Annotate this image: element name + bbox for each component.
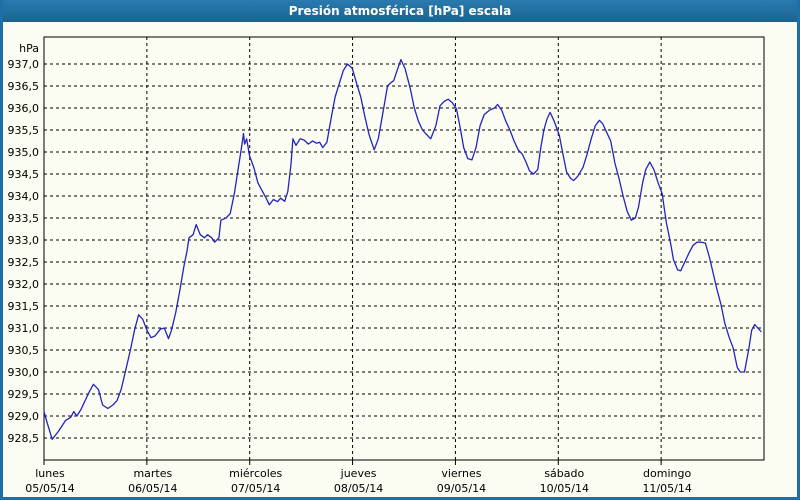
y-tick-label: 929,5 <box>8 388 40 401</box>
y-tick-label: 930,0 <box>8 366 40 379</box>
x-day-label: viernes <box>441 467 481 480</box>
pressure-series-line <box>43 58 762 440</box>
x-date-label: 05/05/14 <box>25 482 74 495</box>
x-date-label: 10/05/14 <box>540 482 589 495</box>
x-date-label: 11/05/14 <box>642 482 691 495</box>
y-tick-label: 931,0 <box>8 322 40 335</box>
y-tick-label: 934,0 <box>8 190 40 203</box>
y-axis-unit-label: hPa <box>19 42 39 55</box>
plot-border <box>43 36 765 461</box>
y-tick-label: 934,5 <box>8 168 40 181</box>
y-tick-label: 931,5 <box>8 300 40 313</box>
x-day-label: martes <box>133 467 172 480</box>
y-tick-label: 936,5 <box>8 80 40 93</box>
title-bar: Presión atmosférica [hPa] escala <box>3 0 797 22</box>
x-day-label: jueves <box>340 467 377 480</box>
y-tick-label: 936,0 <box>8 102 40 115</box>
x-day-label: domingo <box>643 467 691 480</box>
y-tick-label: 935,5 <box>8 124 40 137</box>
y-tick-label: 932,0 <box>8 278 40 291</box>
y-tick-label: 937,0 <box>8 58 40 71</box>
x-date-label: 07/05/14 <box>231 482 280 495</box>
y-tick-label: 928,5 <box>8 432 40 445</box>
x-date-label: 06/05/14 <box>128 482 177 495</box>
y-tick-label: 933,5 <box>8 212 40 225</box>
y-tick-label: 933,0 <box>8 234 40 247</box>
y-tick-label: 929,0 <box>8 410 40 423</box>
y-tick-label: 930,5 <box>8 344 40 357</box>
x-date-label: 09/05/14 <box>437 482 486 495</box>
chart-title: Presión atmosférica [hPa] escala <box>288 4 512 18</box>
x-day-label: sábado <box>544 467 584 480</box>
x-day-label: miércoles <box>229 467 282 480</box>
x-date-label: 08/05/14 <box>334 482 383 495</box>
x-day-label: lunes <box>35 467 65 480</box>
y-tick-label: 935,0 <box>8 146 40 159</box>
y-tick-label: 932,5 <box>8 256 40 269</box>
